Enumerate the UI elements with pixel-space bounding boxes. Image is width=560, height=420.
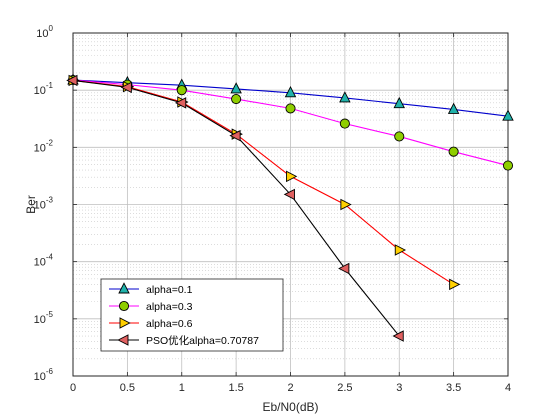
series-2 xyxy=(67,75,514,171)
x-tick-label: 1 xyxy=(179,382,185,394)
data-point xyxy=(231,93,242,105)
y-tick-label: 10-4 xyxy=(34,253,54,269)
data-point xyxy=(394,131,405,142)
data-point xyxy=(66,74,78,87)
y-tick-label: 10-1 xyxy=(34,81,54,97)
data-point xyxy=(120,81,132,94)
legend-marker xyxy=(118,282,130,294)
legend-item: PSO优化alpha=0.70787 xyxy=(109,334,259,347)
x-tick-label: 0.5 xyxy=(120,382,135,394)
x-tick-label: 2 xyxy=(287,382,293,394)
x-tick-label: 4 xyxy=(505,382,511,394)
tick-labels: 0 0.5 1 1.5 2 2.5 3 3.5 4 10-6 10-5 10-4 10-3 10-2 10-… xyxy=(34,24,511,394)
data-point xyxy=(229,129,241,142)
data-point xyxy=(392,330,404,342)
legend-box xyxy=(100,278,284,352)
data-point xyxy=(502,160,514,171)
y-tick-label: 10-6 xyxy=(34,367,54,383)
y-tick-label: 10-3 xyxy=(34,196,54,212)
data-point xyxy=(394,244,407,256)
legend-label: PSO优化alpha=0.70787 xyxy=(146,334,259,347)
x-tick-label: 2.5 xyxy=(337,382,352,394)
series-4 xyxy=(66,74,404,342)
legend-marker xyxy=(118,300,130,312)
y-tick-label: 10-2 xyxy=(34,138,54,154)
data-point xyxy=(339,118,350,129)
legend-marker xyxy=(117,334,129,346)
legend: alpha=0.1 alpha=0.3 alpha=0.6 PSO优化alpha=0.… xyxy=(100,278,284,352)
x-tick-label: 1.5 xyxy=(228,382,243,394)
x-axis-label: Eb/N0(dB) xyxy=(262,400,318,414)
data-point xyxy=(230,82,242,94)
y-tick-label: 100 xyxy=(36,24,53,40)
x-tick-label: 3.5 xyxy=(446,382,461,394)
legend-label: alpha=0.1 xyxy=(146,284,193,296)
data-point xyxy=(285,103,296,114)
data-point xyxy=(174,97,187,109)
legend-item: alpha=0.1 xyxy=(109,282,193,296)
data-point xyxy=(502,109,514,121)
data-point xyxy=(283,188,295,201)
y-tick-label: 10-5 xyxy=(34,310,54,326)
series-line xyxy=(72,79,454,285)
x-tick-label: 0 xyxy=(70,382,76,394)
series-layer xyxy=(66,73,514,342)
data-point xyxy=(339,91,351,103)
x-tick-label: 3 xyxy=(396,382,402,394)
legend-item: alpha=0.3 xyxy=(109,300,193,313)
data-point xyxy=(340,198,352,211)
data-point xyxy=(393,96,405,109)
data-point xyxy=(176,85,187,96)
legend-label: alpha=0.6 xyxy=(146,318,193,330)
legend-marker xyxy=(119,317,131,329)
legend-label: alpha=0.3 xyxy=(146,301,193,313)
data-point xyxy=(449,278,461,291)
data-point xyxy=(338,262,350,275)
data-point xyxy=(448,146,459,157)
legend-item: alpha=0.6 xyxy=(109,317,193,330)
data-point xyxy=(447,102,460,114)
data-point xyxy=(284,85,297,98)
y-axis-label: Ber xyxy=(24,195,38,214)
data-point xyxy=(286,170,298,183)
